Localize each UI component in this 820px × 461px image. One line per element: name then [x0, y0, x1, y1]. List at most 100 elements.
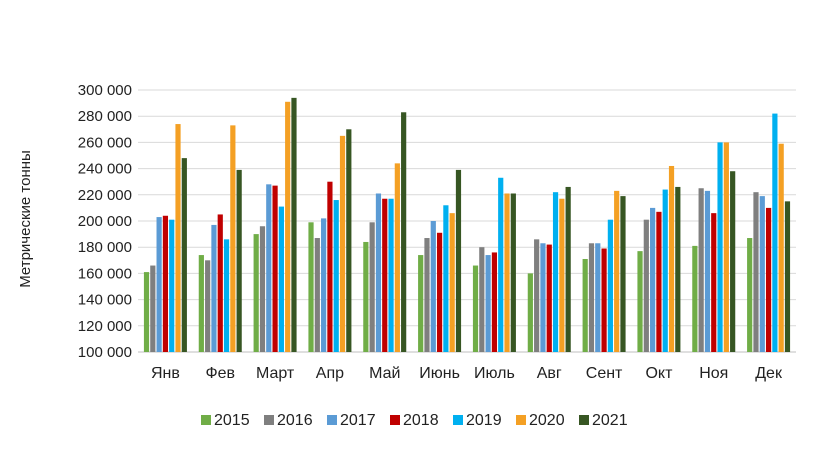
bar-Март-2020	[285, 101, 291, 352]
y-tick-label: 120 000	[78, 318, 132, 335]
bar-Сент-2020	[614, 190, 620, 352]
y-tick-label: 200 000	[78, 213, 132, 230]
bar-Сент-2019	[607, 219, 613, 352]
bar-Ноя-2018	[711, 213, 717, 352]
bar-Фев-2020	[230, 125, 236, 353]
y-tick-label: 160 000	[78, 265, 132, 282]
y-tick-label: 180 000	[78, 239, 132, 256]
y-tick-label: 240 000	[78, 161, 132, 178]
legend-label: 2015	[214, 412, 250, 429]
y-tick-label: 100 000	[78, 344, 132, 361]
y-axis-title: Метрические тонны	[17, 150, 34, 288]
bar-Окт-2016	[643, 219, 649, 352]
bar-Ноя-2020	[723, 142, 729, 352]
bar-Май-2019	[388, 198, 394, 352]
x-tick-label: Июль	[474, 365, 515, 382]
bar-Сент-2016	[588, 243, 595, 352]
bar-Май-2021	[401, 112, 407, 353]
bar-Июнь-2019	[443, 205, 449, 352]
bar-Апр-2017	[321, 218, 327, 352]
bar-Авг-2019	[552, 192, 559, 352]
y-tick-label: 260 000	[78, 134, 132, 151]
bar-Дек-2017	[759, 196, 765, 352]
bar-Янв-2021	[181, 158, 187, 352]
grid-lines	[138, 89, 796, 353]
y-tick-label: 220 000	[78, 187, 132, 204]
bar-Апр-2015	[308, 222, 314, 352]
legend-swatch-2021	[579, 415, 589, 425]
bar-Март-2018	[272, 185, 278, 352]
legend-label: 2021	[592, 412, 628, 429]
bar-Март-2017	[266, 184, 272, 352]
bar-Март-2019	[278, 206, 284, 352]
bar-Окт-2020	[668, 165, 675, 352]
bar-Дек-2018	[765, 207, 772, 352]
x-tick-label: Сент	[586, 365, 623, 382]
legend-label: 2016	[277, 412, 313, 429]
bar-Фев-2019	[223, 239, 230, 352]
y-axis-ticks: 100 000 120 000 140 000 160 000 180 000 200 0…	[78, 82, 132, 361]
x-tick-label: Июнь	[419, 365, 460, 382]
legend-label: 2020	[529, 412, 565, 429]
bar-Апр-2020	[339, 135, 346, 352]
bar-Май-2018	[382, 198, 388, 352]
bar-Июнь-2021	[455, 169, 462, 352]
bar-Фев-2015	[198, 255, 204, 352]
legend-swatch-2020	[516, 415, 526, 425]
bar-Июль-2021	[510, 193, 516, 352]
x-tick-label: Окт	[645, 365, 673, 382]
bar-Апр-2021	[346, 129, 352, 352]
bar-Фев-2021	[236, 169, 242, 352]
bar-Июнь-2017	[430, 221, 436, 352]
bar-Июнь-2016	[424, 238, 430, 352]
bar-Янв-2018	[162, 215, 169, 352]
bar-Июнь-2018	[436, 232, 443, 352]
bar-Авг-2020	[559, 198, 565, 352]
bar-Июнь-2015	[418, 255, 424, 352]
bar-Ноя-2019	[717, 142, 723, 352]
x-tick-label: Авг	[537, 365, 562, 382]
bar-Окт-2019	[662, 189, 668, 352]
bar-Авг-2015	[527, 273, 533, 352]
x-tick-label: Дек	[755, 365, 783, 382]
bar-Сент-2021	[620, 196, 626, 352]
x-axis-ticks: Янв Фев Март Апр Май Июнь Июль Авг Сент Окт Ноя Дек	[151, 365, 783, 382]
x-tick-label: Май	[369, 365, 400, 382]
bar-Окт-2015	[637, 251, 643, 352]
bar-Янв-2015	[143, 272, 150, 352]
bar-Авг-2017	[540, 243, 546, 352]
x-tick-label: Фев	[205, 365, 235, 382]
bar-Янв-2020	[175, 124, 181, 352]
bar-Дек-2019	[772, 113, 778, 352]
bars	[143, 97, 791, 353]
bar-Окт-2018	[656, 211, 662, 352]
bar-Окт-2017	[650, 207, 656, 352]
bar-Март-2015	[253, 234, 259, 352]
bar-Июнь-2020	[449, 213, 455, 352]
bar-Дек-2020	[778, 143, 784, 352]
bar-Янв-2019	[169, 219, 175, 352]
bar-Апр-2019	[333, 200, 339, 352]
bar-Дек-2016	[753, 192, 759, 352]
bar-Март-2016	[259, 226, 266, 352]
x-tick-label: Март	[256, 365, 295, 382]
x-tick-label: Ноя	[699, 365, 728, 382]
bar-Июль-2020	[504, 193, 510, 352]
bar-Май-2020	[394, 163, 400, 352]
bar-Май-2017	[375, 193, 382, 352]
bar-Июль-2016	[479, 247, 485, 352]
x-tick-label: Апр	[316, 365, 344, 382]
bar-Апр-2018	[327, 181, 333, 352]
bar-Сент-2015	[582, 258, 588, 352]
bar-Июль-2019	[498, 177, 504, 352]
legend-swatch-2016	[264, 415, 274, 425]
bar-Сент-2017	[595, 243, 601, 352]
bar-Дек-2015	[747, 238, 753, 352]
bar-Ноя-2017	[704, 190, 711, 352]
y-tick-label: 300 000	[78, 82, 132, 99]
bar-Май-2015	[363, 241, 369, 352]
legend-swatch-2017	[327, 415, 337, 425]
legend-swatch-2015	[201, 415, 211, 425]
